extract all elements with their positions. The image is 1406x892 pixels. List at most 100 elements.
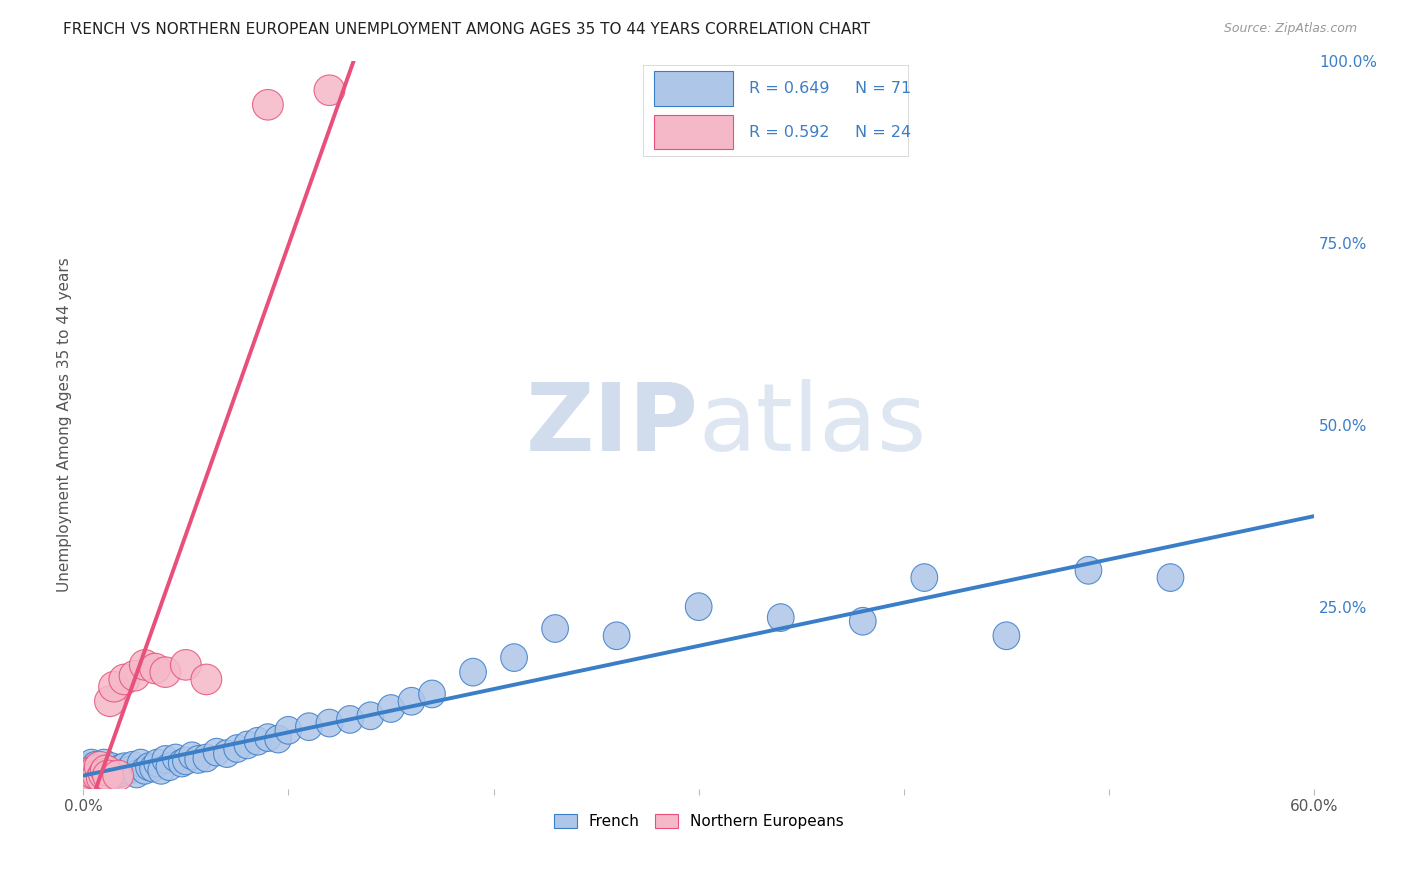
- Ellipse shape: [83, 760, 112, 790]
- Ellipse shape: [170, 649, 201, 680]
- Text: atlas: atlas: [699, 379, 927, 471]
- Ellipse shape: [378, 695, 405, 723]
- Ellipse shape: [86, 763, 117, 793]
- Ellipse shape: [849, 607, 876, 635]
- Ellipse shape: [75, 757, 105, 788]
- Ellipse shape: [93, 762, 120, 789]
- Ellipse shape: [193, 744, 219, 772]
- Ellipse shape: [70, 760, 101, 790]
- Ellipse shape: [295, 713, 322, 740]
- Ellipse shape: [768, 604, 794, 632]
- Ellipse shape: [224, 735, 250, 763]
- Ellipse shape: [83, 751, 108, 779]
- Ellipse shape: [541, 615, 568, 642]
- Ellipse shape: [254, 723, 281, 751]
- Ellipse shape: [72, 760, 98, 788]
- Ellipse shape: [97, 759, 124, 787]
- Ellipse shape: [179, 742, 205, 770]
- Ellipse shape: [129, 649, 160, 680]
- Ellipse shape: [84, 762, 111, 789]
- Y-axis label: Unemployment Among Ages 35 to 44 years: Unemployment Among Ages 35 to 44 years: [58, 258, 72, 592]
- Ellipse shape: [84, 756, 111, 784]
- Ellipse shape: [76, 753, 103, 780]
- Ellipse shape: [398, 688, 425, 715]
- Ellipse shape: [214, 739, 240, 767]
- Ellipse shape: [139, 653, 170, 684]
- Ellipse shape: [191, 665, 222, 695]
- Ellipse shape: [89, 764, 115, 791]
- Ellipse shape: [316, 709, 343, 737]
- Ellipse shape: [460, 658, 486, 686]
- Ellipse shape: [72, 759, 103, 789]
- Ellipse shape: [419, 680, 446, 707]
- Ellipse shape: [101, 762, 128, 789]
- Ellipse shape: [993, 622, 1019, 649]
- Ellipse shape: [89, 755, 115, 782]
- Ellipse shape: [233, 731, 260, 759]
- Ellipse shape: [105, 760, 132, 788]
- Ellipse shape: [124, 760, 150, 788]
- Ellipse shape: [253, 89, 283, 120]
- Ellipse shape: [86, 753, 112, 780]
- Ellipse shape: [184, 746, 211, 773]
- Text: ZIP: ZIP: [526, 379, 699, 471]
- Ellipse shape: [148, 756, 174, 784]
- Ellipse shape: [152, 746, 179, 773]
- Ellipse shape: [75, 756, 101, 784]
- Ellipse shape: [603, 622, 630, 649]
- Ellipse shape: [108, 759, 135, 787]
- Ellipse shape: [80, 764, 107, 791]
- Ellipse shape: [264, 725, 291, 753]
- Ellipse shape: [79, 749, 105, 777]
- Ellipse shape: [169, 749, 195, 777]
- Ellipse shape: [80, 755, 107, 782]
- Ellipse shape: [94, 756, 121, 784]
- Ellipse shape: [84, 751, 115, 782]
- Ellipse shape: [204, 739, 231, 766]
- Ellipse shape: [120, 660, 150, 691]
- Ellipse shape: [357, 702, 384, 730]
- Ellipse shape: [76, 762, 103, 789]
- Legend: French, Northern Europeans: French, Northern Europeans: [547, 808, 849, 836]
- Ellipse shape: [911, 564, 938, 591]
- Ellipse shape: [132, 756, 157, 784]
- Ellipse shape: [108, 665, 139, 695]
- Ellipse shape: [173, 747, 200, 775]
- Ellipse shape: [76, 763, 107, 793]
- Ellipse shape: [107, 755, 134, 782]
- Ellipse shape: [139, 755, 166, 782]
- Ellipse shape: [90, 755, 121, 786]
- Ellipse shape: [90, 760, 117, 788]
- Ellipse shape: [79, 759, 108, 789]
- Ellipse shape: [103, 760, 134, 790]
- Ellipse shape: [685, 593, 711, 621]
- Ellipse shape: [1076, 557, 1102, 584]
- Ellipse shape: [276, 716, 302, 744]
- Ellipse shape: [128, 749, 155, 777]
- Text: FRENCH VS NORTHERN EUROPEAN UNEMPLOYMENT AMONG AGES 35 TO 44 YEARS CORRELATION C: FRENCH VS NORTHERN EUROPEAN UNEMPLOYMENT…: [63, 22, 870, 37]
- Ellipse shape: [150, 657, 181, 688]
- Ellipse shape: [135, 753, 162, 780]
- Ellipse shape: [245, 727, 271, 755]
- Ellipse shape: [89, 759, 120, 789]
- Ellipse shape: [115, 756, 142, 784]
- Ellipse shape: [83, 760, 108, 788]
- Ellipse shape: [90, 749, 117, 777]
- Ellipse shape: [1157, 564, 1184, 591]
- Ellipse shape: [111, 753, 138, 780]
- Ellipse shape: [80, 755, 111, 786]
- Ellipse shape: [314, 75, 344, 105]
- Ellipse shape: [120, 751, 146, 779]
- Ellipse shape: [94, 686, 125, 716]
- Ellipse shape: [336, 706, 363, 733]
- Ellipse shape: [103, 756, 129, 784]
- Ellipse shape: [98, 753, 125, 780]
- Text: Source: ZipAtlas.com: Source: ZipAtlas.com: [1223, 22, 1357, 36]
- Ellipse shape: [79, 759, 105, 787]
- Ellipse shape: [501, 644, 527, 672]
- Ellipse shape: [93, 760, 124, 790]
- Ellipse shape: [143, 749, 170, 777]
- Ellipse shape: [156, 753, 183, 780]
- Ellipse shape: [98, 672, 129, 702]
- Ellipse shape: [86, 759, 112, 787]
